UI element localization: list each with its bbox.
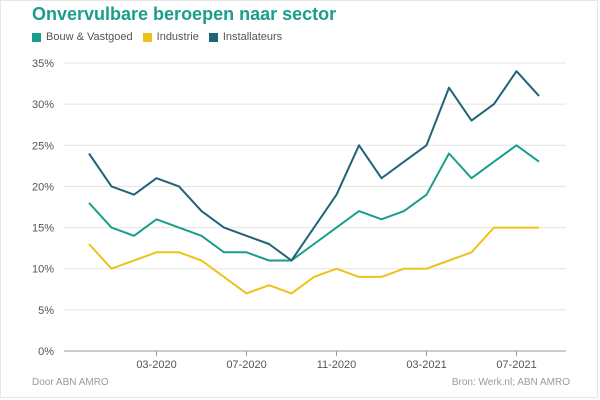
legend-swatch-installateurs	[208, 32, 218, 42]
grid-lines	[64, 62, 566, 311]
legend-item-installateurs: Installateurs	[208, 31, 283, 43]
x-tick-label: 07-2020	[226, 359, 266, 371]
legend-item-industrie: Industrie	[142, 31, 199, 43]
legend-label-industrie: Industrie	[156, 31, 199, 43]
x-tick-label: 11-2020	[317, 359, 357, 371]
chart-title: Onvervulbare beroepen naar sector	[32, 4, 337, 24]
footer-author: Door ABN AMRO	[32, 377, 109, 388]
series-lines	[88, 70, 540, 295]
series-line-installateurs	[88, 70, 540, 262]
y-tick-label: 15%	[32, 223, 54, 235]
y-tick-label: 20%	[32, 181, 54, 193]
x-tick-label: 03-2020	[136, 359, 176, 371]
y-tick-label: 25%	[32, 140, 54, 152]
y-tick-label: 5%	[38, 305, 54, 317]
footer-source: Bron: Werk.nl; ABN AMRO	[451, 377, 570, 388]
x-tick-label: 07-2021	[496, 359, 536, 371]
legend-label-bouw: Bouw & Vastgoed	[46, 31, 133, 43]
chart-legend: Bouw & Vastgoed Industrie Installateurs	[32, 31, 282, 43]
legend-item-bouw: Bouw & Vastgoed	[32, 31, 133, 43]
x-tick-label: 03-2021	[406, 359, 446, 371]
series-line-industrie	[88, 226, 539, 295]
legend-swatch-bouw	[32, 32, 41, 42]
axes: 0% 5% 10% 15% 20% 25% 30% 35% 03-2020 07-2020 11-2…	[32, 58, 566, 371]
y-tick-label: 0%	[38, 346, 54, 358]
legend-swatch-industrie	[142, 32, 152, 42]
series-line-bouw-vastgoed	[88, 144, 540, 262]
y-tick-label: 30%	[32, 99, 54, 111]
y-tick-label: 10%	[32, 264, 54, 276]
legend-label-installateurs: Installateurs	[222, 31, 283, 43]
y-tick-label: 35%	[32, 58, 54, 70]
